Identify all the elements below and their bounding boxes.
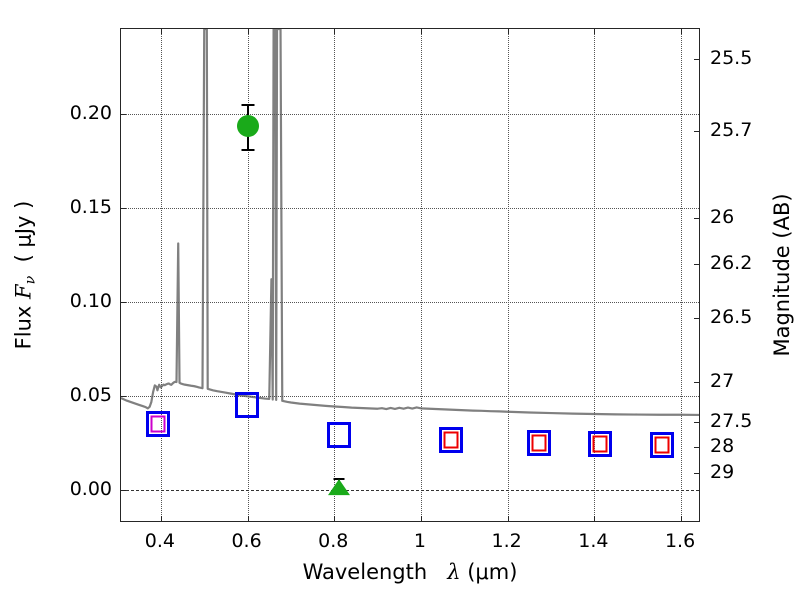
y-axis-title-wrap: Flux Fν ( μJy ) [12,0,39,550]
photometry-inner-square [592,435,608,453]
y-tick [121,490,126,492]
x-axis-title-unit: (μm) [467,560,518,584]
photometry-blue-red [438,427,463,454]
y2-tick [694,446,699,448]
x-tick [507,516,509,521]
x-tick [507,29,509,34]
x-tick [334,29,336,34]
y2-tick [694,381,699,383]
photometry-blue-only [327,422,352,449]
y-axis-title-prefix: Flux [11,305,36,350]
upperlimit-green-triangle [328,479,351,496]
x-tick-label: 1.4 [578,530,609,552]
photometry-blue-red [587,431,612,458]
x-tick-label: 1.2 [491,530,522,552]
model-spectrum-curve [121,29,699,417]
y-tick-label: 0.00 [69,478,112,501]
y-axis-title: Flux Fν ( μJy ) [12,25,39,525]
x-tick [334,516,336,521]
x-axis-title-symbol: λ [447,560,461,584]
spectrum-polyline [121,29,699,417]
y-tick-label: 0.05 [69,383,112,406]
x-tick [160,29,162,34]
y2-tick [694,421,699,423]
photometry-blue-only [234,391,259,418]
x-tick-label: 1 [413,530,427,552]
x-tick-label: 0.4 [144,530,175,552]
x-tick-label: 1.6 [664,530,696,552]
x-tick [247,29,249,34]
y2-tick [694,58,699,60]
x-axis-title: Wavelength λ (μm) [120,560,700,584]
x-tick [160,516,162,521]
y-tick [121,301,126,303]
y2-tick-label: 26.5 [710,306,753,329]
y-tick-label: 0.10 [69,289,112,312]
y2-tick-label: 26 [710,206,735,228]
y2-axis-title-wrap: Magnitude (AB) [770,0,794,550]
x-tick [247,516,249,521]
photometry-blue-magenta [145,410,170,437]
error-bar-cap [241,148,255,151]
error-bar-cap [241,103,255,106]
plot-area [120,28,700,522]
y2-tick [694,263,699,265]
y2-tick-label: 27 [710,369,735,392]
x-tick [594,516,596,521]
y2-tick-label: 29 [710,460,735,483]
y2-tick [694,472,699,474]
x-tick-label: 0.6 [231,530,262,552]
y2-tick [694,318,699,320]
detection-green-circle [236,115,259,138]
y2-tick-label: 28 [710,434,735,457]
y-tick-label: 0.20 [69,101,112,124]
photometry-inner-square [531,434,547,452]
x-tick [420,29,422,34]
photometry-inner-square [150,415,166,433]
y-tick [121,395,126,397]
x-tick [681,29,683,34]
x-tick-label: 0.8 [318,530,349,552]
y2-tick [694,218,699,219]
x-axis-title-prefix: Wavelength [302,560,428,584]
y-tick [121,207,126,209]
photometry-blue-red [526,430,551,457]
photometry-blue-red [650,431,675,458]
y-axis-title-subscript: ν [22,275,39,285]
y2-tick-label: 27.5 [710,409,753,432]
y2-tick-label: 26.2 [710,251,753,274]
photometry-inner-square [443,431,459,449]
y-tick [121,113,126,115]
y2-tick-label: 25.7 [710,119,753,142]
y2-axis-title: Magnitude (AB) [770,193,794,357]
y2-tick-label: 25.5 [710,46,753,69]
y-tick-label: 0.15 [69,195,112,218]
x-tick [594,29,596,34]
y2-tick [694,131,699,133]
photometry-inner-square [654,436,670,454]
x-tick [420,516,422,521]
x-tick [681,516,683,521]
